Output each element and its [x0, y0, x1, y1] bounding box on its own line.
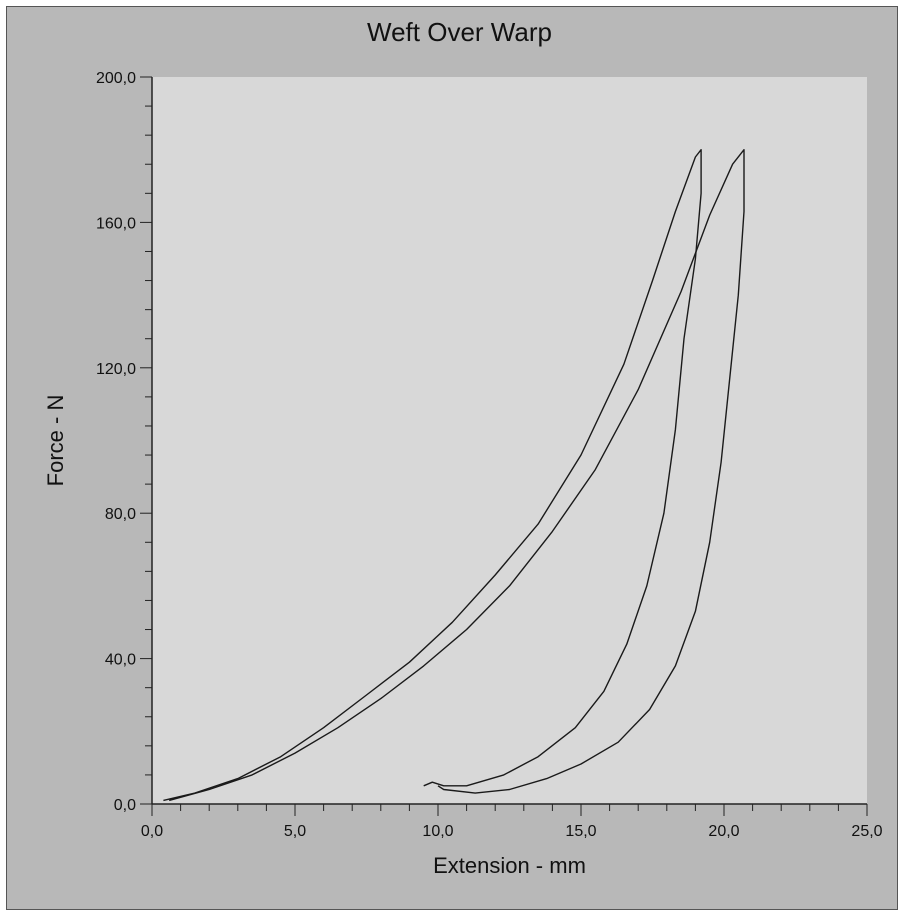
x-tick-label: 0,0: [141, 823, 163, 840]
series-group: [163, 149, 745, 802]
y-tick-label: 120,0: [96, 361, 136, 378]
tick-labels: 0,0 5,0 10,0 15,0 20,0 25,0 0,0 40,0 80,0 120,0 16…: [96, 70, 883, 840]
series-line-2: [169, 149, 745, 802]
y-tick-label: 160,0: [96, 215, 136, 232]
x-axis-title: Extension - mm: [433, 853, 586, 878]
x-tick-label: 20,0: [708, 823, 739, 840]
y-tick-label: 40,0: [105, 652, 136, 669]
y-tick-label: 200,0: [96, 70, 136, 87]
chart-frame: Weft Over Warp Extension - mm Force - N …: [6, 6, 898, 910]
y-tick-label: 80,0: [105, 506, 136, 523]
x-tick-label: 25,0: [851, 823, 882, 840]
x-tick-label: 10,0: [422, 823, 453, 840]
x-tick-label: 15,0: [565, 823, 596, 840]
y-tick-label: 0,0: [114, 797, 136, 814]
plot-area: [152, 77, 867, 804]
axis-ticks: [140, 76, 868, 816]
y-axis-title: Force - N: [43, 395, 68, 487]
chart-svg: Weft Over Warp Extension - mm Force - N …: [43, 17, 883, 878]
series-line-1: [163, 149, 702, 802]
x-tick-label: 5,0: [284, 823, 306, 840]
chart-title: Weft Over Warp: [367, 17, 552, 47]
